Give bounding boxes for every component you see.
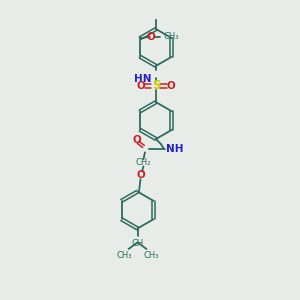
Text: CH₃: CH₃	[164, 32, 179, 41]
Text: O: O	[167, 81, 175, 91]
Text: O: O	[137, 81, 146, 91]
Text: CH₃: CH₃	[116, 251, 132, 260]
Text: S: S	[152, 79, 160, 92]
Text: NH: NH	[166, 144, 184, 154]
Text: CH₃: CH₃	[143, 251, 159, 260]
Text: O: O	[132, 135, 141, 145]
Text: O: O	[147, 32, 156, 42]
Text: CH₂: CH₂	[136, 158, 151, 167]
Text: O: O	[136, 170, 145, 180]
Text: HN: HN	[134, 74, 152, 84]
Text: CH: CH	[131, 239, 144, 248]
